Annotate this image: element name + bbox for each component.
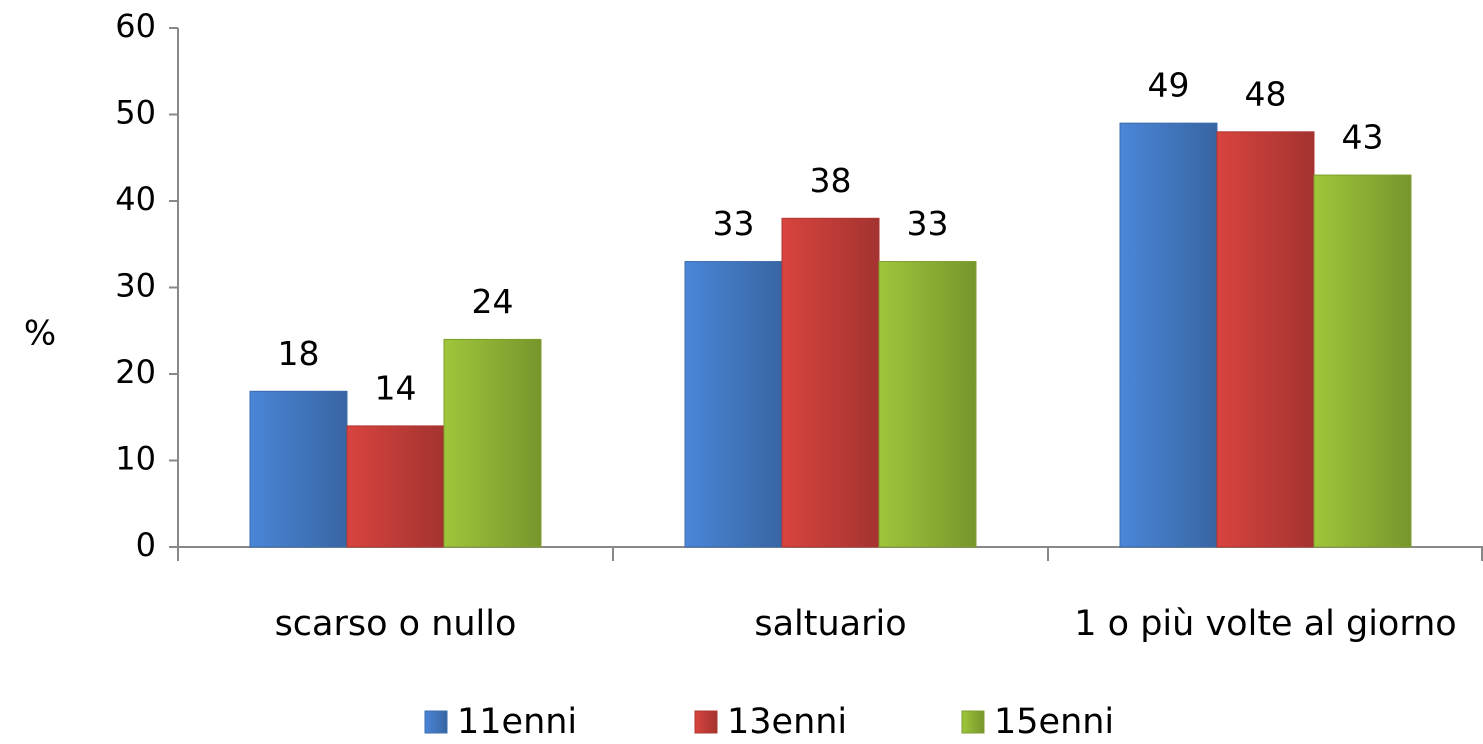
y-axis-label: % [24, 314, 56, 354]
value-label: 33 [907, 204, 949, 243]
value-label: 49 [1148, 66, 1190, 105]
bar [1216, 131, 1315, 548]
value-label: 14 [375, 368, 417, 407]
bar [684, 261, 783, 548]
y-tick-label: 0 [136, 526, 156, 564]
x-tick-label: scarso o nullo [275, 604, 517, 644]
bar [1119, 122, 1218, 548]
value-label: 48 [1245, 74, 1287, 113]
value-label: 43 [1342, 118, 1384, 157]
y-tick-label: 20 [115, 353, 156, 391]
bar [1313, 174, 1412, 548]
legend-label: 11enni [457, 702, 577, 742]
bar [878, 261, 977, 548]
value-label: 18 [278, 334, 320, 373]
legend-swatch [424, 710, 448, 734]
x-tick-label: saltuario [754, 604, 906, 644]
legend-swatch [694, 710, 718, 734]
value-label: 33 [713, 204, 755, 243]
bar [443, 338, 542, 548]
y-tick-label: 50 [115, 94, 156, 132]
legend-swatch [961, 710, 985, 734]
value-label: 38 [810, 161, 852, 200]
y-tick-label: 40 [115, 180, 156, 218]
y-tick-label: 30 [115, 267, 156, 305]
y-tick-label: 10 [115, 440, 156, 478]
bar [249, 390, 348, 548]
value-label: 24 [472, 282, 514, 321]
legend-label: 13enni [727, 702, 847, 742]
bar [781, 217, 880, 548]
x-tick-label: 1 o più volte al giorno [1074, 604, 1456, 644]
bar [346, 425, 445, 548]
legend-label: 15enni [994, 702, 1114, 742]
y-tick-label: 60 [115, 7, 156, 45]
